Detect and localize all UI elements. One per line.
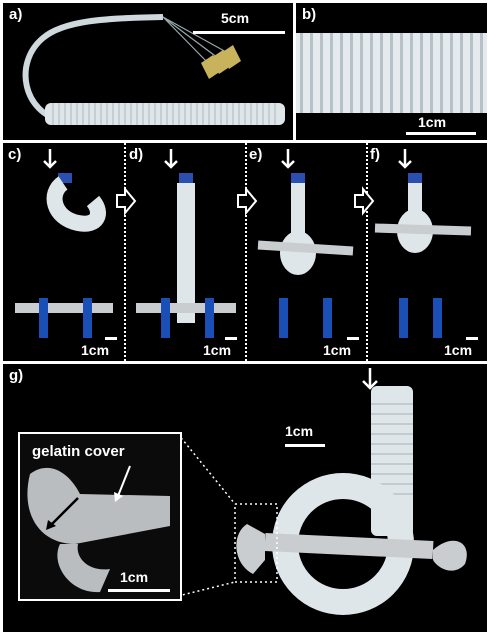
panel-g: g) 1cm gelatin cover 1cm xyxy=(3,364,487,632)
inset-scale-label: 1cm xyxy=(120,569,149,585)
inset-title: gelatin cover xyxy=(32,443,125,460)
panel-f-label: f) xyxy=(370,146,380,163)
panel-a-scale-bar xyxy=(193,31,285,34)
panel-g-scale-bar xyxy=(285,444,325,447)
panel-d-scale-bar xyxy=(225,337,237,340)
divider-ef xyxy=(366,143,368,361)
panel-d-scale-label: 1cm xyxy=(203,342,232,358)
panel-a: a) 5cm xyxy=(3,3,293,140)
gelatin-wrench-closeup xyxy=(27,465,171,593)
panel-cdef-strip: c) d) e) f) 1cm 1cm 1cm 1cm xyxy=(3,143,487,361)
wrench-gripping-illustration xyxy=(177,368,467,615)
corrugated-tube-closeup xyxy=(296,33,487,113)
panel-b-scale-bar xyxy=(406,132,476,135)
panel-a-scale-label: 5cm xyxy=(221,10,250,26)
gripping-sequence-illustration xyxy=(15,149,472,338)
panel-c-label: c) xyxy=(8,146,22,163)
panel-b: b) 1cm xyxy=(296,3,487,140)
panel-b-label: b) xyxy=(302,6,317,23)
divider-de xyxy=(245,143,247,361)
tube-with-needles-illustration xyxy=(22,14,285,125)
divider-cd xyxy=(124,143,126,361)
panel-g-scale-label: 1cm xyxy=(285,423,314,439)
inset-box: gelatin cover 1cm xyxy=(18,432,182,601)
panel-d-label: d) xyxy=(129,146,144,163)
panel-g-label: g) xyxy=(9,367,24,384)
panel-f-scale-bar xyxy=(466,337,478,340)
panel-b-scale-label: 1cm xyxy=(418,114,447,130)
panel-e-scale-label: 1cm xyxy=(323,342,352,358)
panel-c-scale-bar xyxy=(105,337,117,340)
panel-f-scale-label: 1cm xyxy=(444,342,473,358)
inset-scale-bar xyxy=(108,589,170,592)
panel-c-scale-label: 1cm xyxy=(81,342,110,358)
panel-a-label: a) xyxy=(9,6,23,23)
panel-e-label: e) xyxy=(249,146,263,163)
panel-e-scale-bar xyxy=(347,337,359,340)
